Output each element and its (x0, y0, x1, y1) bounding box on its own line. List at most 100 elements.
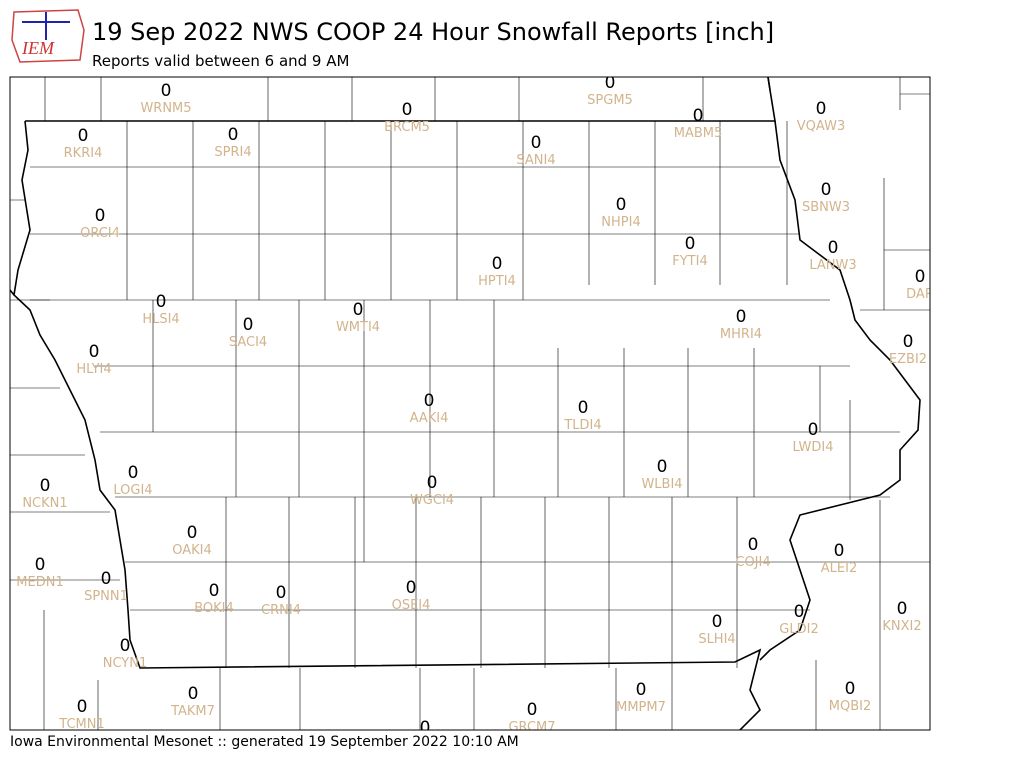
station-value: 0 (897, 599, 908, 619)
station-id: VQAW3 (797, 119, 845, 134)
station-value: 0 (78, 126, 89, 146)
station-id: ORCI4 (80, 226, 120, 241)
station-id: KNXI2 (882, 619, 921, 634)
station-value: 0 (161, 81, 172, 101)
station-id: SLHI4 (698, 632, 735, 647)
station-id: SPRI4 (214, 145, 251, 160)
station-value: 0 (101, 569, 112, 589)
station-value: 0 (35, 555, 46, 575)
station-id: MEDN1 (16, 575, 63, 590)
station-value: 0 (636, 680, 647, 700)
station-value: 0 (228, 125, 239, 145)
station-id: SANI4 (516, 153, 555, 168)
station-id: MABM5 (674, 126, 723, 141)
station-value: 0 (578, 398, 589, 418)
station-value: 0 (120, 636, 131, 656)
station-value: 0 (95, 206, 106, 226)
station-id: DAR (906, 287, 934, 302)
station-id: MHRI4 (720, 327, 762, 342)
station-id: NHPI4 (601, 215, 640, 230)
station-id: EZBI2 (889, 352, 927, 367)
station-value: 0 (40, 476, 51, 496)
station-id: TAKM7 (170, 704, 215, 719)
station-id: ALEI2 (821, 561, 857, 576)
station-id: FYTI4 (672, 254, 707, 269)
subtitle: Reports valid between 6 and 9 AM (92, 52, 349, 70)
station-value: 0 (845, 679, 856, 699)
station-value: 0 (276, 583, 287, 603)
station-value: 0 (821, 180, 832, 200)
station-id: TLDI4 (563, 418, 601, 433)
title: 19 Sep 2022 NWS COOP 24 Hour Snowfall Re… (92, 18, 774, 46)
station-id: BRCM5 (384, 120, 430, 135)
station-value: 0 (685, 234, 696, 254)
station-value: 0 (89, 342, 100, 362)
station-id: NCKN1 (22, 496, 67, 511)
station-id: WGCI4 (410, 493, 454, 508)
station-id: SACI4 (229, 335, 267, 350)
station-value: 0 (616, 195, 627, 215)
station-value: 0 (794, 602, 805, 622)
station-id: SPNN1 (84, 589, 128, 604)
station-id: WRNM5 (140, 101, 191, 116)
station-id: LANW3 (809, 258, 856, 273)
station-id: CRNI4 (261, 603, 301, 618)
station-value: 0 (527, 700, 538, 720)
station-id: SPGM5 (587, 93, 633, 108)
map-frame (9, 76, 931, 731)
station-id: TCMN1 (58, 717, 104, 732)
station-id: SBNW3 (802, 200, 850, 215)
station-id: GRCM7 (508, 720, 555, 735)
station-id: AAKI4 (410, 411, 449, 426)
station-value: 0 (243, 315, 254, 335)
state-borders (10, 77, 921, 730)
station-id: OSEI4 (392, 598, 431, 613)
station-value: 0 (736, 307, 747, 327)
station-id: LWDI4 (792, 440, 833, 455)
footer: Iowa Environmental Mesonet :: generated … (10, 734, 519, 750)
station-layer: 0WRNM50SPGM50BRCM50MABM50VQAW30RKRI40SPR… (16, 73, 934, 735)
station-value: 0 (808, 420, 819, 440)
station-value: 0 (188, 684, 199, 704)
station-id: HLYI4 (76, 362, 111, 377)
station-value: 0 (492, 254, 503, 274)
station-id: BOKI4 (194, 601, 234, 616)
station-value: 0 (128, 463, 139, 483)
station-value: 0 (605, 73, 616, 93)
station-id: MQBI2 (829, 699, 871, 714)
station-id: WMTI4 (336, 320, 380, 335)
station-value: 0 (77, 697, 88, 717)
logo-text: IEM (21, 38, 55, 58)
station-value: 0 (816, 99, 827, 119)
station-value: 0 (424, 391, 435, 411)
station-value: 0 (748, 535, 759, 555)
station-id: HPTI4 (478, 274, 516, 289)
station-id: GLDI2 (779, 622, 818, 637)
station-id: NCYN1 (103, 656, 148, 671)
station-id: RKRI4 (64, 146, 103, 161)
station-id: MMPM7 (616, 700, 666, 715)
station-id: COJI4 (735, 555, 770, 570)
station-value: 0 (156, 292, 167, 312)
station-value: 0 (187, 523, 198, 543)
station-value: 0 (693, 106, 704, 126)
station-value: 0 (531, 133, 542, 153)
station-value: 0 (427, 473, 438, 493)
county-lines (10, 77, 930, 730)
station-value: 0 (828, 238, 839, 258)
station-value: 0 (406, 578, 417, 598)
station-id: HLSI4 (142, 312, 179, 327)
station-value: 0 (915, 267, 926, 287)
logo: IEM (11, 9, 85, 63)
station-value: 0 (657, 457, 668, 477)
station-value: 0 (712, 612, 723, 632)
map-area: 0WRNM50SPGM50BRCM50MABM50VQAW30RKRI40SPR… (10, 73, 934, 735)
station-value: 0 (209, 581, 220, 601)
station-id: WLBI4 (641, 477, 682, 492)
station-value: 0 (353, 300, 364, 320)
station-value: 0 (834, 541, 845, 561)
station-id: OAKI4 (172, 543, 212, 558)
station-value: 0 (903, 332, 914, 352)
